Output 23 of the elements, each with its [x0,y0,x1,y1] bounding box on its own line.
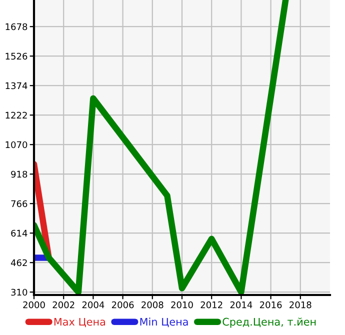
x-tick-label: 2002 [52,301,74,308]
y-tick-label: 1222 [6,112,27,119]
x-tick-label: 2014 [230,301,252,308]
legend-label: Max Цена [54,318,106,328]
y-tick-label: 310 [11,288,28,296]
x-tick-label: 2008 [142,301,164,308]
y-tick-label: 614 [11,230,28,237]
y-tick-label: 1374 [6,82,28,90]
legend-label: Min Цена [140,318,188,328]
y-tick-label: 918 [11,170,28,178]
x-tick-label: 2016 [260,301,282,308]
x-tick-label: 2012 [200,301,222,308]
x-tick-label: 2004 [82,301,104,308]
legend-label: Сред.Цена, т.йен [222,318,316,328]
x-tick-label: 2018 [290,301,312,308]
y-tick-label: 1526 [6,52,28,60]
x-tick-label: 2000 [23,301,45,308]
x-tick-label: 2010 [171,301,193,308]
y-tick-label: 766 [11,200,28,208]
y-tick-label: 462 [10,259,27,266]
y-tick-label: 1678 [6,23,28,30]
x-tick-label: 2006 [112,301,134,308]
y-tick-label: 1070 [6,141,28,148]
